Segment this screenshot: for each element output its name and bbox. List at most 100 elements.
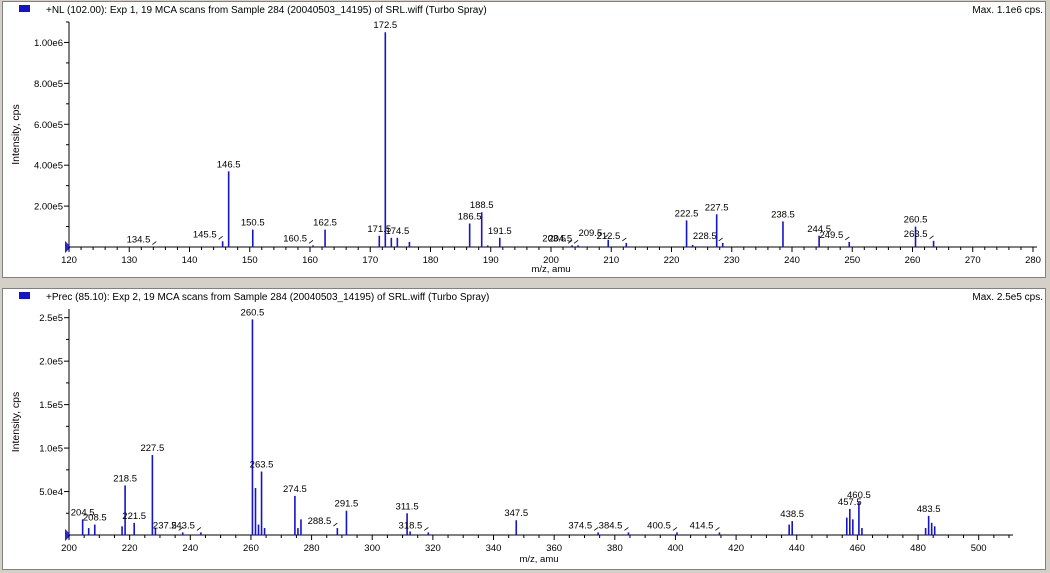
peak-leader-line [152, 241, 157, 245]
x-tick-label: 420 [728, 543, 744, 554]
peak-label: 288.5 [308, 516, 332, 527]
x-tick-label: 500 [971, 543, 987, 554]
peak-label: 374.5 [568, 520, 592, 531]
y-tick-label: 2.0e5 [39, 357, 63, 368]
x-tick-label: 210 [603, 255, 619, 266]
peak-label: 243.5 [171, 520, 195, 531]
peak-label: 260.5 [241, 307, 265, 318]
x-axis-label: m/z, amu [519, 554, 558, 565]
peak-leader-line [718, 237, 723, 242]
x-tick-label: 240 [182, 543, 198, 554]
peak-label: 204.5 [71, 507, 95, 518]
y-tick-label: 4.00e5 [34, 161, 63, 172]
x-tick-label: 140 [182, 255, 198, 266]
pane-header: +Prec (85.10): Exp 2, 19 MCA scans from … [3, 289, 1045, 305]
peak-label: 212.5 [597, 231, 621, 242]
peak-label: 188.5 [470, 200, 494, 211]
peak-label: 263.5 [250, 460, 274, 471]
peak-label: 162.5 [313, 218, 337, 229]
y-tick-label: 1.00e6 [34, 38, 63, 49]
peak-label: 204.5 [548, 233, 572, 244]
x-tick-label: 220 [664, 255, 680, 266]
peak-label: 237.5 [153, 520, 177, 531]
peak-label: 186.5 [458, 211, 482, 222]
x-tick-label: 180 [423, 255, 439, 266]
peak-label: 221.5 [122, 511, 146, 522]
peak-label: 249.5 [819, 230, 843, 241]
peak-leader-line [624, 527, 629, 531]
x-tick-label: 150 [242, 255, 258, 266]
origin-marker-icon[interactable] [65, 529, 71, 541]
peak-label: 171.5 [367, 224, 391, 235]
peak-label: 244.5 [807, 224, 831, 235]
x-tick-label: 170 [362, 255, 378, 266]
y-tick-label: 6.00e5 [34, 120, 63, 131]
y-axis-label: Intensity, cps [10, 104, 22, 165]
peak-leader-line [218, 235, 223, 240]
peak-label: 218.5 [113, 473, 137, 484]
x-tick-label: 270 [965, 255, 981, 266]
pane-title: +NL (102.00): Exp 1, 19 MCA scans from S… [46, 5, 487, 16]
x-tick-label: 300 [364, 543, 380, 554]
x-tick-label: 360 [546, 543, 562, 554]
peak-label: 318.5 [399, 520, 423, 531]
peak-label: 460.5 [847, 490, 871, 501]
prec-spectrum-chart[interactable]: 200 220 240 260 280 300 320 340 360 380 400 420 440 4… [3, 289, 1045, 569]
peak-label: 263.5 [904, 229, 928, 240]
peak-label: 160.5 [283, 233, 307, 244]
x-tick-label: 380 [607, 543, 623, 554]
peak-leader-line [844, 236, 850, 241]
y-axis-label: Intensity, cps [10, 392, 22, 453]
pane-header: +NL (102.00): Exp 1, 19 MCA scans from S… [3, 2, 1045, 18]
x-tick-label: 340 [486, 543, 502, 554]
y-tick-label: 5.0e4 [39, 487, 63, 498]
peak-label: 222.5 [675, 208, 699, 219]
x-tick-label: 280 [304, 543, 320, 554]
x-tick-label: 400 [668, 543, 684, 554]
peak-leader-line [567, 240, 573, 244]
peak-label: 150.5 [241, 218, 265, 229]
origin-marker-icon[interactable] [65, 241, 71, 253]
peak-label: 174.5 [385, 226, 409, 237]
peak-leader-line [929, 235, 934, 240]
pane-marker-icon[interactable] [19, 292, 30, 299]
peak-label: 238.5 [771, 209, 795, 220]
peak-label: 311.5 [396, 501, 419, 512]
max-intensity-label: Max. 2.5e5 cps. [972, 292, 1043, 303]
pane-marker-icon[interactable] [19, 5, 30, 12]
peak-leader-line [196, 527, 202, 531]
peak-label: 208.5 [83, 513, 107, 524]
x-tick-label: 280 [1025, 255, 1041, 266]
peak-leader-line [593, 527, 599, 531]
peak-leader-line [622, 237, 627, 242]
peak-label: 400.5 [647, 520, 671, 531]
peak-label: 347.5 [504, 508, 528, 519]
peak-label: 146.5 [217, 159, 241, 170]
x-tick-label: 250 [844, 255, 860, 266]
x-tick-label: 320 [425, 543, 441, 554]
x-tick-label: 160 [302, 255, 318, 266]
y-tick-label: 2.5e5 [39, 313, 63, 324]
peak-label: 209.5 [578, 228, 602, 239]
peak-leader-line [603, 234, 609, 239]
x-tick-label: 130 [121, 255, 137, 266]
peak-label: 274.5 [283, 484, 307, 495]
nl-spectrum-chart[interactable]: 120 130 140 150 160 170 180 190 200 210 220 230 240 2… [3, 2, 1045, 277]
peak-label: 203.5 [542, 233, 566, 244]
x-tick-label: 460 [849, 543, 865, 554]
peak-leader-line [573, 240, 579, 244]
y-tick-label: 8.00e5 [34, 79, 63, 90]
x-tick-label: 120 [61, 255, 77, 266]
x-tick-label: 220 [122, 543, 138, 554]
peak-label: 172.5 [373, 20, 397, 31]
x-tick-label: 230 [724, 255, 740, 266]
x-tick-label: 190 [483, 255, 499, 266]
spectrum-pane-nl: +NL (102.00): Exp 1, 19 MCA scans from S… [2, 1, 1046, 278]
y-tick-label: 2.00e5 [34, 202, 63, 213]
peak-label: 191.5 [488, 226, 512, 237]
peak-label: 414.5 [690, 520, 714, 531]
peak-label: 134.5 [127, 235, 151, 246]
peak-label: 260.5 [904, 215, 928, 226]
x-tick-label: 260 [905, 255, 921, 266]
peak-label: 457.5 [838, 497, 862, 508]
